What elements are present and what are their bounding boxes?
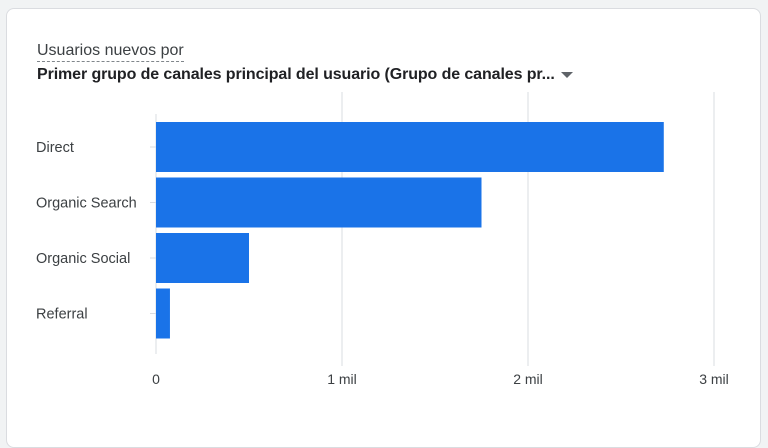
category-label: Direct [36,140,74,156]
category-label: Referral [36,307,88,323]
bar[interactable] [156,288,170,339]
category-label: Organic Search [36,196,137,212]
bar[interactable] [156,177,482,228]
x-tick-label: 1 mil [327,371,357,387]
bar[interactable] [156,233,249,283]
x-tick-label: 3 mil [699,371,729,387]
x-tick-label: 2 mil [513,371,543,387]
category-label: Organic Social [36,251,130,267]
metric-label[interactable]: Usuarios nuevos por [37,42,184,62]
dimension-label: Primer grupo de canales principal del us… [37,66,555,83]
bar[interactable] [156,122,664,172]
dimension-selector[interactable]: Primer grupo de canales principal del us… [37,66,573,84]
x-tick-label: 0 [152,371,160,387]
dropdown-arrow-icon [560,66,573,84]
chart-card: Usuarios nuevos por Primer grupo de cana… [6,8,761,448]
